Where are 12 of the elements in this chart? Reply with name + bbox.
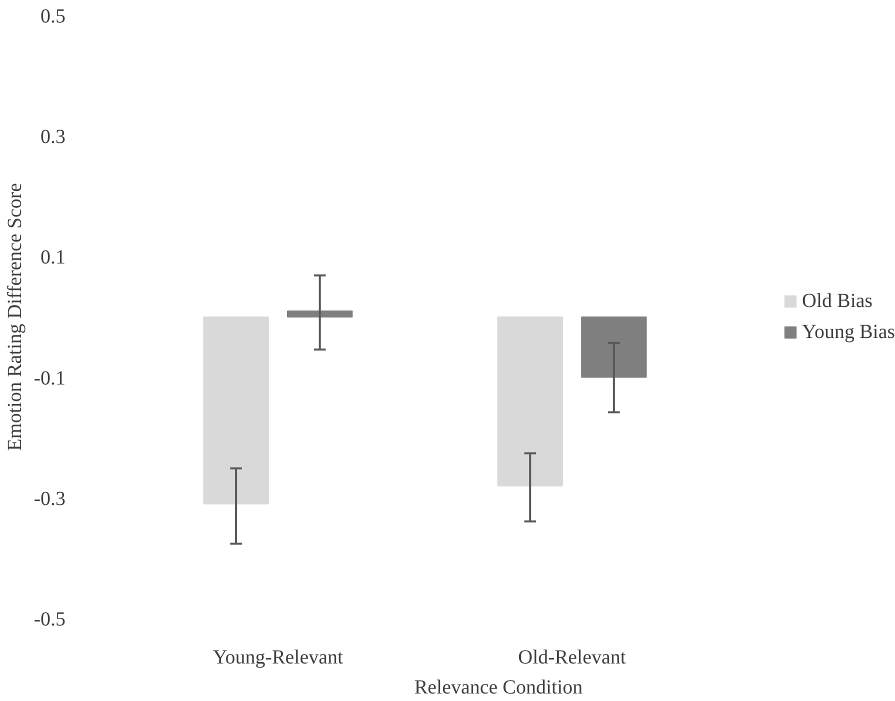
y-tick-label: 0.5 [40,6,66,28]
y-tick-label: -0.5 [34,608,66,630]
x-tick-label: Young-Relevant [212,646,344,668]
y-tick-label: -0.3 [34,488,66,510]
legend-label: Young Bias [802,320,895,344]
y-tick-label: 0.1 [40,246,66,269]
x-axis-title: Relevance Condition [414,676,583,698]
x-tick-label: Old-Relevant [518,646,626,668]
y-axis-title: Emotion Rating Difference Score [4,182,26,451]
legend-label: Old Bias [802,290,873,312]
y-tick-label: -0.1 [34,367,66,390]
y-tick-label: 0.3 [40,126,66,148]
